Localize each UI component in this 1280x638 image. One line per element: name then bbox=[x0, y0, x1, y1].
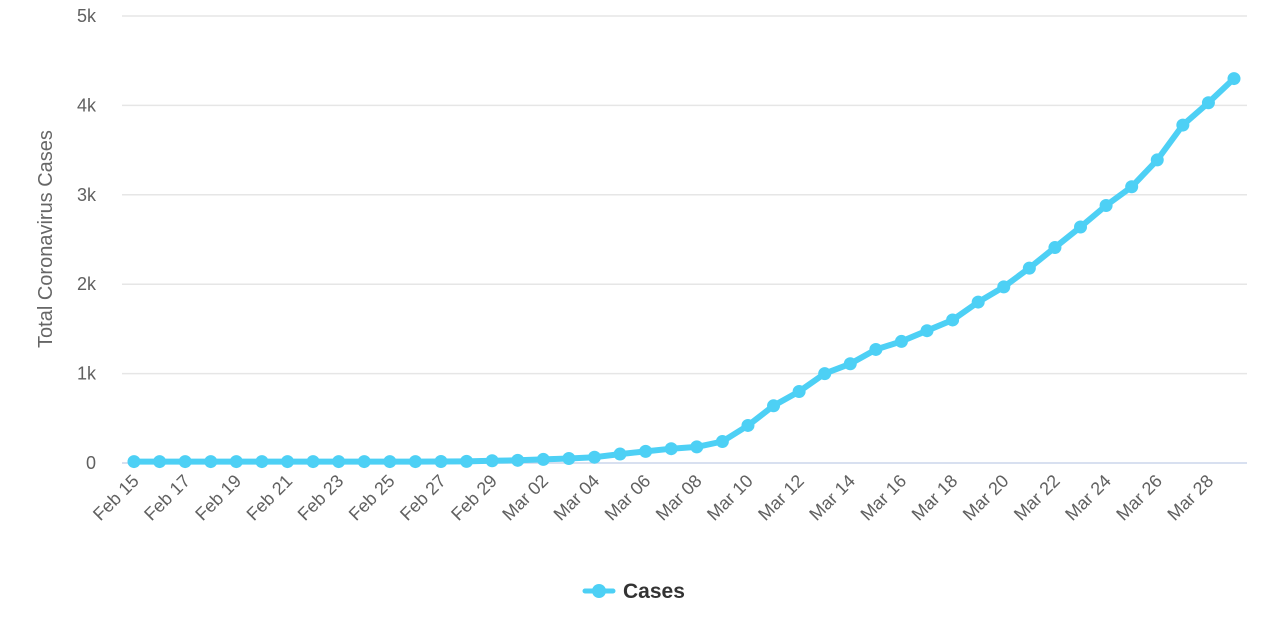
data-point[interactable] bbox=[971, 295, 985, 309]
x-tick-label: Mar 26 bbox=[1112, 471, 1166, 525]
data-point[interactable] bbox=[894, 334, 908, 348]
data-point[interactable] bbox=[715, 435, 729, 449]
data-point[interactable] bbox=[460, 454, 474, 468]
legend-cases-marker[interactable] bbox=[592, 584, 606, 598]
data-point[interactable] bbox=[1125, 180, 1139, 194]
x-tick-label: Feb 15 bbox=[89, 471, 143, 525]
x-tick-label: Mar 18 bbox=[908, 471, 962, 525]
data-point[interactable] bbox=[639, 444, 653, 458]
y-tick-label: 0 bbox=[86, 453, 96, 473]
x-tick-label: Mar 02 bbox=[498, 471, 552, 525]
x-tick-label: Mar 12 bbox=[754, 471, 808, 525]
x-tick-label: Mar 08 bbox=[652, 471, 706, 525]
data-point[interactable] bbox=[741, 418, 755, 432]
x-tick-label: Mar 14 bbox=[805, 471, 859, 525]
data-point[interactable] bbox=[511, 453, 525, 467]
data-point[interactable] bbox=[485, 454, 499, 468]
data-point[interactable] bbox=[664, 442, 678, 456]
data-point[interactable] bbox=[767, 399, 781, 413]
data-point[interactable] bbox=[1227, 72, 1241, 86]
x-tick-label: Mar 16 bbox=[857, 471, 911, 525]
data-point[interactable] bbox=[306, 455, 320, 469]
data-point[interactable] bbox=[1150, 153, 1164, 167]
x-tick-label: Feb 19 bbox=[191, 471, 245, 525]
data-point[interactable] bbox=[536, 452, 550, 466]
data-point[interactable] bbox=[1099, 199, 1113, 213]
legend-cases-label[interactable]: Cases bbox=[623, 580, 685, 603]
data-point[interactable] bbox=[178, 455, 192, 469]
data-point[interactable] bbox=[613, 447, 627, 461]
data-point[interactable] bbox=[1176, 118, 1190, 132]
y-tick-label: 3k bbox=[77, 185, 97, 205]
y-tick-label: 4k bbox=[77, 95, 97, 115]
y-tick-label: 5k bbox=[77, 6, 97, 26]
x-tick-label: Feb 23 bbox=[294, 471, 348, 525]
x-tick-label: Feb 27 bbox=[396, 471, 450, 525]
data-point[interactable] bbox=[255, 455, 269, 469]
data-point[interactable] bbox=[153, 455, 167, 469]
data-point[interactable] bbox=[357, 455, 371, 469]
x-tick-label: Feb 29 bbox=[447, 471, 501, 525]
x-tick-label: Mar 10 bbox=[703, 471, 757, 525]
data-point[interactable] bbox=[690, 440, 704, 454]
x-tick-label: Mar 06 bbox=[601, 471, 655, 525]
data-point[interactable] bbox=[1201, 96, 1215, 110]
x-tick-label: Feb 17 bbox=[140, 471, 194, 525]
x-tick-label: Mar 24 bbox=[1061, 471, 1115, 525]
data-point[interactable] bbox=[562, 452, 576, 466]
data-point[interactable] bbox=[920, 324, 934, 338]
data-point[interactable] bbox=[383, 455, 397, 469]
data-point[interactable] bbox=[792, 384, 806, 398]
data-point[interactable] bbox=[204, 455, 218, 469]
data-point[interactable] bbox=[997, 280, 1011, 294]
y-axis-title: Total Coronavirus Cases bbox=[35, 130, 57, 348]
data-point[interactable] bbox=[332, 455, 346, 469]
y-tick-label: 2k bbox=[77, 274, 97, 294]
series-cases[interactable] bbox=[127, 72, 1241, 469]
data-point[interactable] bbox=[1022, 261, 1036, 275]
x-tick-label: Feb 21 bbox=[243, 471, 297, 525]
data-point[interactable] bbox=[587, 450, 601, 464]
data-point[interactable] bbox=[1074, 220, 1088, 234]
grid-lines bbox=[122, 15, 1247, 375]
data-point[interactable] bbox=[127, 455, 141, 469]
data-point[interactable] bbox=[869, 342, 883, 356]
x-tick-label: Mar 20 bbox=[959, 471, 1013, 525]
series-line-cases[interactable] bbox=[131, 75, 1237, 465]
data-point[interactable] bbox=[843, 357, 857, 371]
data-point[interactable] bbox=[946, 313, 960, 327]
data-point[interactable] bbox=[280, 455, 294, 469]
data-point[interactable] bbox=[408, 455, 422, 469]
data-point[interactable] bbox=[818, 367, 832, 381]
y-tick-label: 1k bbox=[77, 364, 97, 384]
x-tick-label: Mar 04 bbox=[550, 471, 604, 525]
legend[interactable]: Cases bbox=[582, 580, 685, 603]
x-tick-label: Feb 25 bbox=[345, 471, 399, 525]
data-point[interactable] bbox=[229, 455, 243, 469]
data-point[interactable] bbox=[434, 454, 448, 468]
x-tick-label: Mar 22 bbox=[1010, 471, 1064, 525]
x-tick-label: Mar 28 bbox=[1163, 471, 1217, 525]
data-point[interactable] bbox=[1048, 241, 1062, 255]
y-axis: 0 1k 2k 3k 4k 5k bbox=[77, 6, 97, 473]
